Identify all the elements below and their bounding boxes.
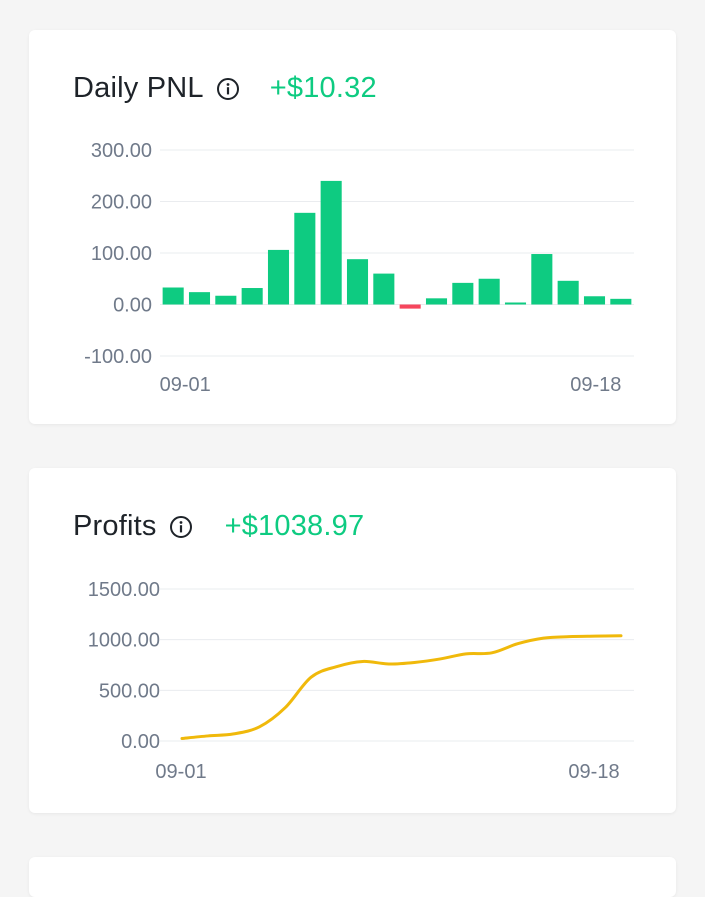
y-tick-label: 300.00	[91, 140, 152, 162]
bar	[452, 282, 474, 305]
y-tick-label: 1000.00	[88, 630, 160, 652]
daily-pnl-header: Daily PNL +$10.32	[73, 72, 377, 105]
y-tick-label: 100.00	[91, 243, 152, 265]
bar	[399, 304, 421, 309]
bar	[531, 254, 553, 305]
daily-pnl-card: Daily PNL +$10.32 300.00 200.00 100.00 0.00…	[29, 30, 676, 424]
y-tick-label: 0.00	[121, 731, 160, 753]
bar	[504, 302, 527, 305]
bar	[557, 280, 579, 305]
bar	[162, 287, 184, 305]
x-tick-label: 09-18	[568, 761, 619, 783]
x-tick-label: 09-01	[160, 374, 211, 396]
daily-pnl-title: Daily PNL	[73, 72, 204, 104]
daily-pnl-value: +$10.32	[269, 72, 377, 104]
profits-series-line	[180, 634, 623, 740]
bar	[320, 180, 342, 305]
bar	[583, 296, 606, 305]
profits-title: Profits	[73, 510, 157, 542]
bar	[478, 278, 500, 305]
y-tick-label: -100.00	[84, 346, 152, 368]
x-tick-label: 09-01	[155, 761, 206, 783]
y-tick-label: 500.00	[99, 680, 160, 702]
bar	[373, 273, 395, 305]
bar	[241, 288, 263, 305]
info-icon[interactable]	[169, 515, 193, 539]
bar	[188, 292, 211, 305]
bar	[425, 298, 448, 305]
profits-value: +$1038.97	[224, 510, 365, 542]
profits-card: Profits +$1038.97 1500.00 1000.00 500.00 0.…	[29, 468, 676, 813]
bar	[215, 295, 237, 305]
x-tick-label: 09-18	[570, 374, 621, 396]
y-tick-label: 200.00	[91, 192, 152, 214]
bar	[346, 259, 369, 305]
y-tick-label: 0.00	[113, 295, 152, 317]
profits-chart: 1500.00 1000.00 500.00 0.00 09-01 09-18	[88, 579, 634, 783]
daily-pnl-chart: 300.00 200.00 100.00 0.00 -100.00 09-01 09-18	[84, 140, 634, 396]
next-card	[29, 857, 676, 897]
bar	[294, 212, 316, 305]
profits-header: Profits +$1038.97	[73, 510, 364, 543]
info-icon[interactable]	[216, 77, 240, 101]
y-tick-label: 1500.00	[88, 579, 160, 601]
bar	[267, 249, 290, 305]
bar	[610, 298, 632, 305]
